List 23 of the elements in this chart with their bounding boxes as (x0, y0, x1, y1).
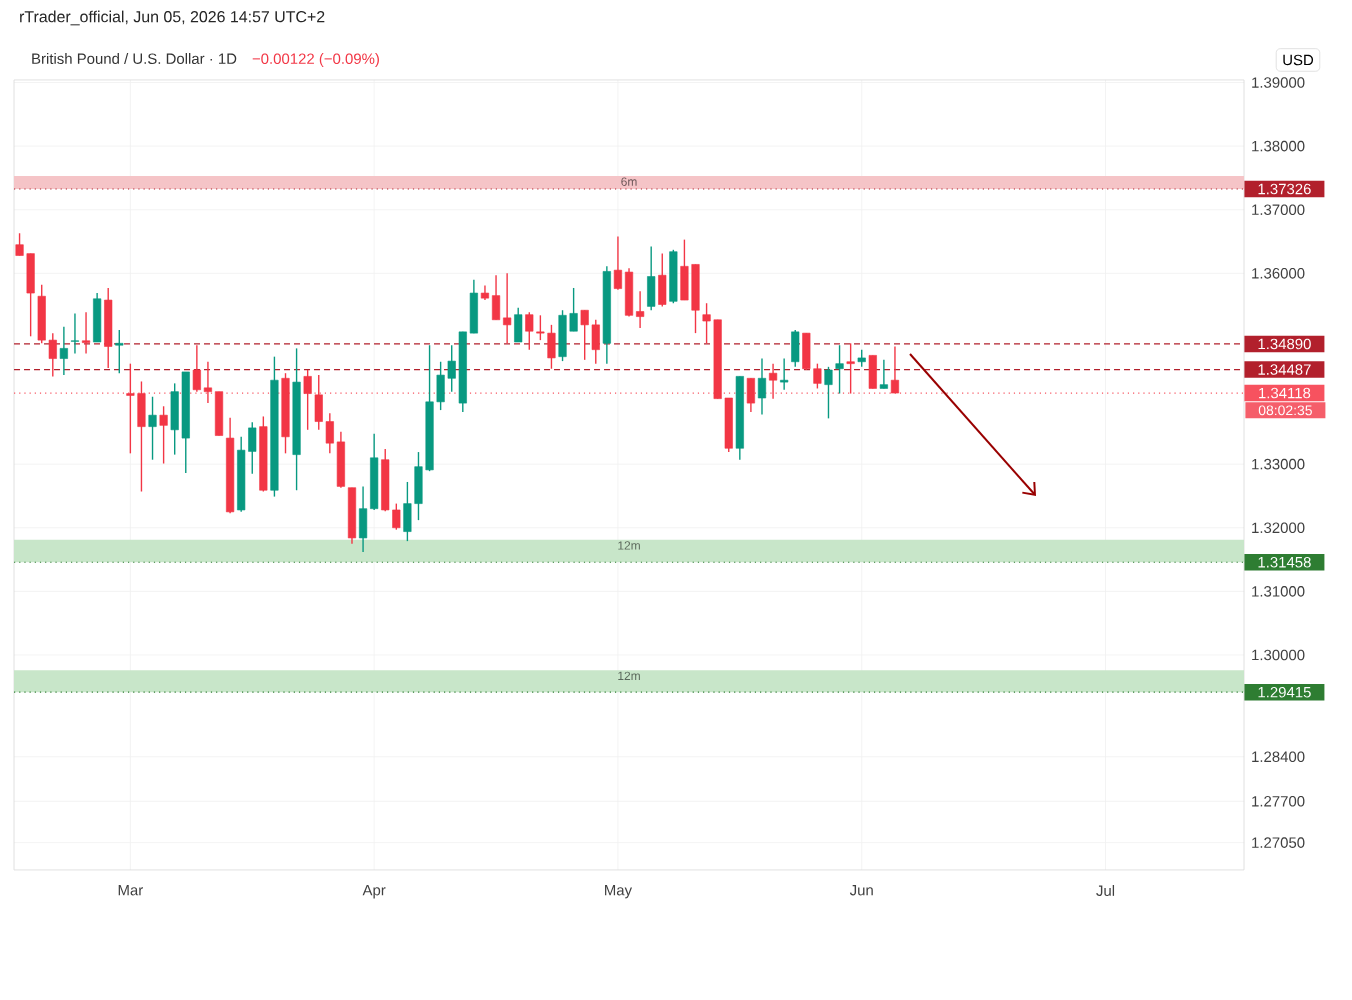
candlestick (879, 359, 888, 390)
candlestick (835, 344, 844, 395)
candlestick (757, 357, 767, 416)
candlestick (769, 362, 778, 400)
candlestick (647, 245, 656, 311)
candlestick (93, 292, 102, 343)
candlestick (303, 369, 312, 431)
candlestick (104, 287, 113, 369)
candlestick (148, 396, 157, 461)
candlestick (81, 311, 91, 355)
candlestick (780, 357, 789, 391)
candlestick (70, 312, 80, 355)
candlestick (115, 329, 124, 374)
candlestick (890, 345, 900, 394)
candlestick (824, 366, 833, 420)
candlestick (514, 306, 523, 343)
candlestick (846, 342, 855, 395)
candlestick (791, 329, 800, 368)
candlestick (746, 377, 755, 413)
candlestick (868, 354, 877, 390)
candlestick (159, 405, 168, 465)
candlestick (59, 326, 68, 376)
candlestick (658, 252, 667, 308)
